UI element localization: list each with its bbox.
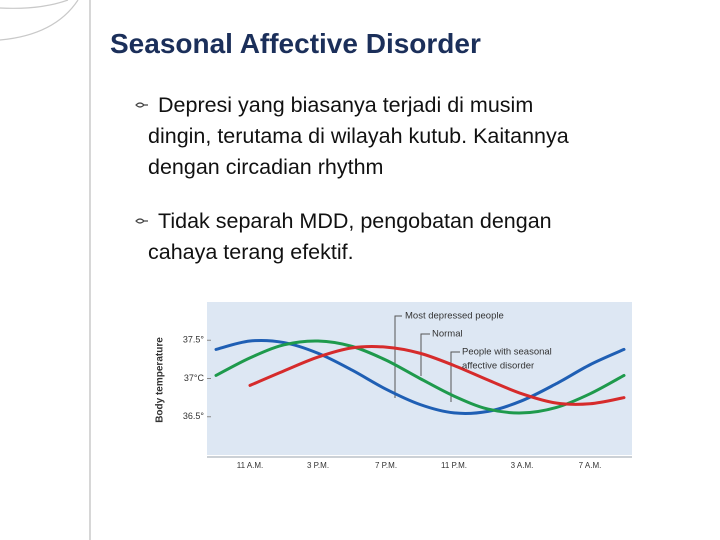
y-tick-label: 36.5° <box>183 411 205 421</box>
bullet-line: dengan circadian rhythm <box>135 152 569 183</box>
series-line <box>214 338 626 415</box>
bullet-line: Depresi yang biasanya terjadi di musim <box>135 90 569 121</box>
bullet-text: Depresi yang biasanya terjadi di musim <box>158 93 534 117</box>
x-tick-label: 11 A.M. <box>237 461 264 470</box>
bullet-text: Tidak separah MDD, pengobatan dengan <box>158 209 552 233</box>
bullet-text: dingin, terutama di wilayah kutub. Kaita… <box>148 124 569 148</box>
x-tick-label: 7 A.M. <box>579 461 602 470</box>
y-axis-label: Body temperature <box>155 337 166 423</box>
annotation: Most depressed people <box>405 311 504 322</box>
y-tick-label: 37°C <box>184 373 205 383</box>
y-tick-label: 37.5° <box>183 335 205 345</box>
bullet-line: Tidak separah MDD, pengobatan dengan <box>135 206 552 237</box>
leader-line <box>450 351 460 402</box>
series-line <box>248 345 626 406</box>
corner-arc <box>0 0 69 9</box>
bullet-icon <box>135 218 148 224</box>
annotation-leaders <box>394 315 460 402</box>
bullet-line: cahaya terang efektif. <box>135 237 552 268</box>
leader-line <box>420 333 430 376</box>
annotation: affective disorder <box>462 361 534 372</box>
bullet-line: dingin, terutama di wilayah kutub. Kaita… <box>135 121 569 152</box>
x-tick-label: 11 P.M. <box>441 461 467 470</box>
annotation: Normal <box>432 329 463 340</box>
bullet-text: cahaya terang efektif. <box>148 240 354 264</box>
series-line <box>214 339 626 415</box>
x-tick-label: 3 A.M. <box>511 461 534 470</box>
bullet-text: dengan circadian rhythm <box>148 155 384 179</box>
slide-title: Seasonal Affective Disorder <box>110 28 481 59</box>
x-tick-label: 3 P.M. <box>307 461 329 470</box>
bullet: Tidak separah MDD, pengobatan dengan caha… <box>135 206 552 268</box>
leader-line <box>394 315 402 398</box>
annotation: People with seasonal <box>462 347 552 358</box>
x-tick-label: 7 P.M. <box>375 461 397 470</box>
bullet: Depresi yang biasanya terjadi di musim di… <box>135 90 569 183</box>
bullet-icon <box>135 102 148 108</box>
corner-arc <box>0 0 79 41</box>
